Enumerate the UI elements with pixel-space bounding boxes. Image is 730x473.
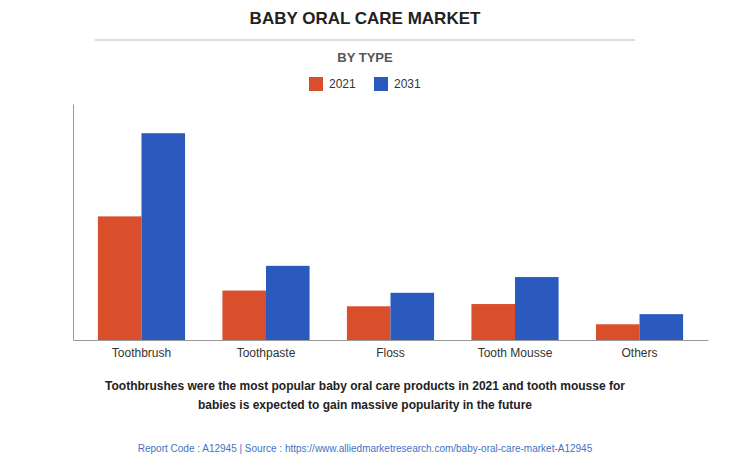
caption: Toothbrushes were the most popular baby … xyxy=(105,379,625,393)
category-group xyxy=(596,314,683,340)
legend: 2021 2031 xyxy=(309,77,421,91)
category-group xyxy=(98,133,185,340)
subtitle: BY TYPE xyxy=(337,50,393,65)
bar xyxy=(391,293,435,340)
x-axis: Toothbrush Toothpaste Floss Tooth Mousse Oth… xyxy=(74,341,709,360)
bar xyxy=(222,291,266,340)
x-axis-line xyxy=(74,340,709,341)
x-tick: Toothpaste xyxy=(237,346,296,360)
x-tick: Toothbrush xyxy=(112,346,171,360)
legend-label: 2031 xyxy=(394,77,421,91)
category-group xyxy=(222,266,309,340)
title: BABY ORAL CARE MARKET xyxy=(250,9,481,28)
x-tick-label: Floss xyxy=(376,346,405,360)
legend-swatch xyxy=(374,77,388,91)
title-rule xyxy=(95,40,635,41)
x-tick: Floss xyxy=(376,346,405,360)
y-axis xyxy=(73,105,74,341)
bar xyxy=(141,133,185,340)
legend-item: 2031 xyxy=(374,77,421,91)
chart-container: BABY ORAL CARE MARKETBY TYPEToothbrushTo… xyxy=(0,0,730,473)
bar xyxy=(515,277,559,340)
x-tick-label: Others xyxy=(622,346,658,360)
plot: Toothbrush Toothpaste Floss Tooth Mousse Oth… xyxy=(74,105,709,360)
bar xyxy=(98,216,142,340)
legend-item: 2021 xyxy=(309,77,356,91)
legend-label: 2021 xyxy=(329,77,356,91)
x-tick-label: Toothpaste xyxy=(237,346,296,360)
bar xyxy=(596,324,640,340)
x-tick-label: Toothbrush xyxy=(112,346,171,360)
category-group xyxy=(471,277,558,340)
bar xyxy=(347,306,391,340)
bars xyxy=(98,133,683,340)
caption: babies is expected to gain massive popul… xyxy=(198,398,532,412)
x-tick: Tooth Mousse xyxy=(478,346,553,360)
bar xyxy=(640,314,684,340)
chart-svg: BABY ORAL CARE MARKETBY TYPEToothbrushTo… xyxy=(0,0,730,473)
bar xyxy=(266,266,310,340)
bar xyxy=(471,304,515,340)
legend-swatch xyxy=(309,77,323,91)
footer: Report Code : A12945 | Source : https://… xyxy=(138,443,593,454)
x-tick: Others xyxy=(622,346,658,360)
x-tick-label: Tooth Mousse xyxy=(478,346,553,360)
category-group xyxy=(347,293,434,340)
y-axis-line xyxy=(73,105,74,341)
